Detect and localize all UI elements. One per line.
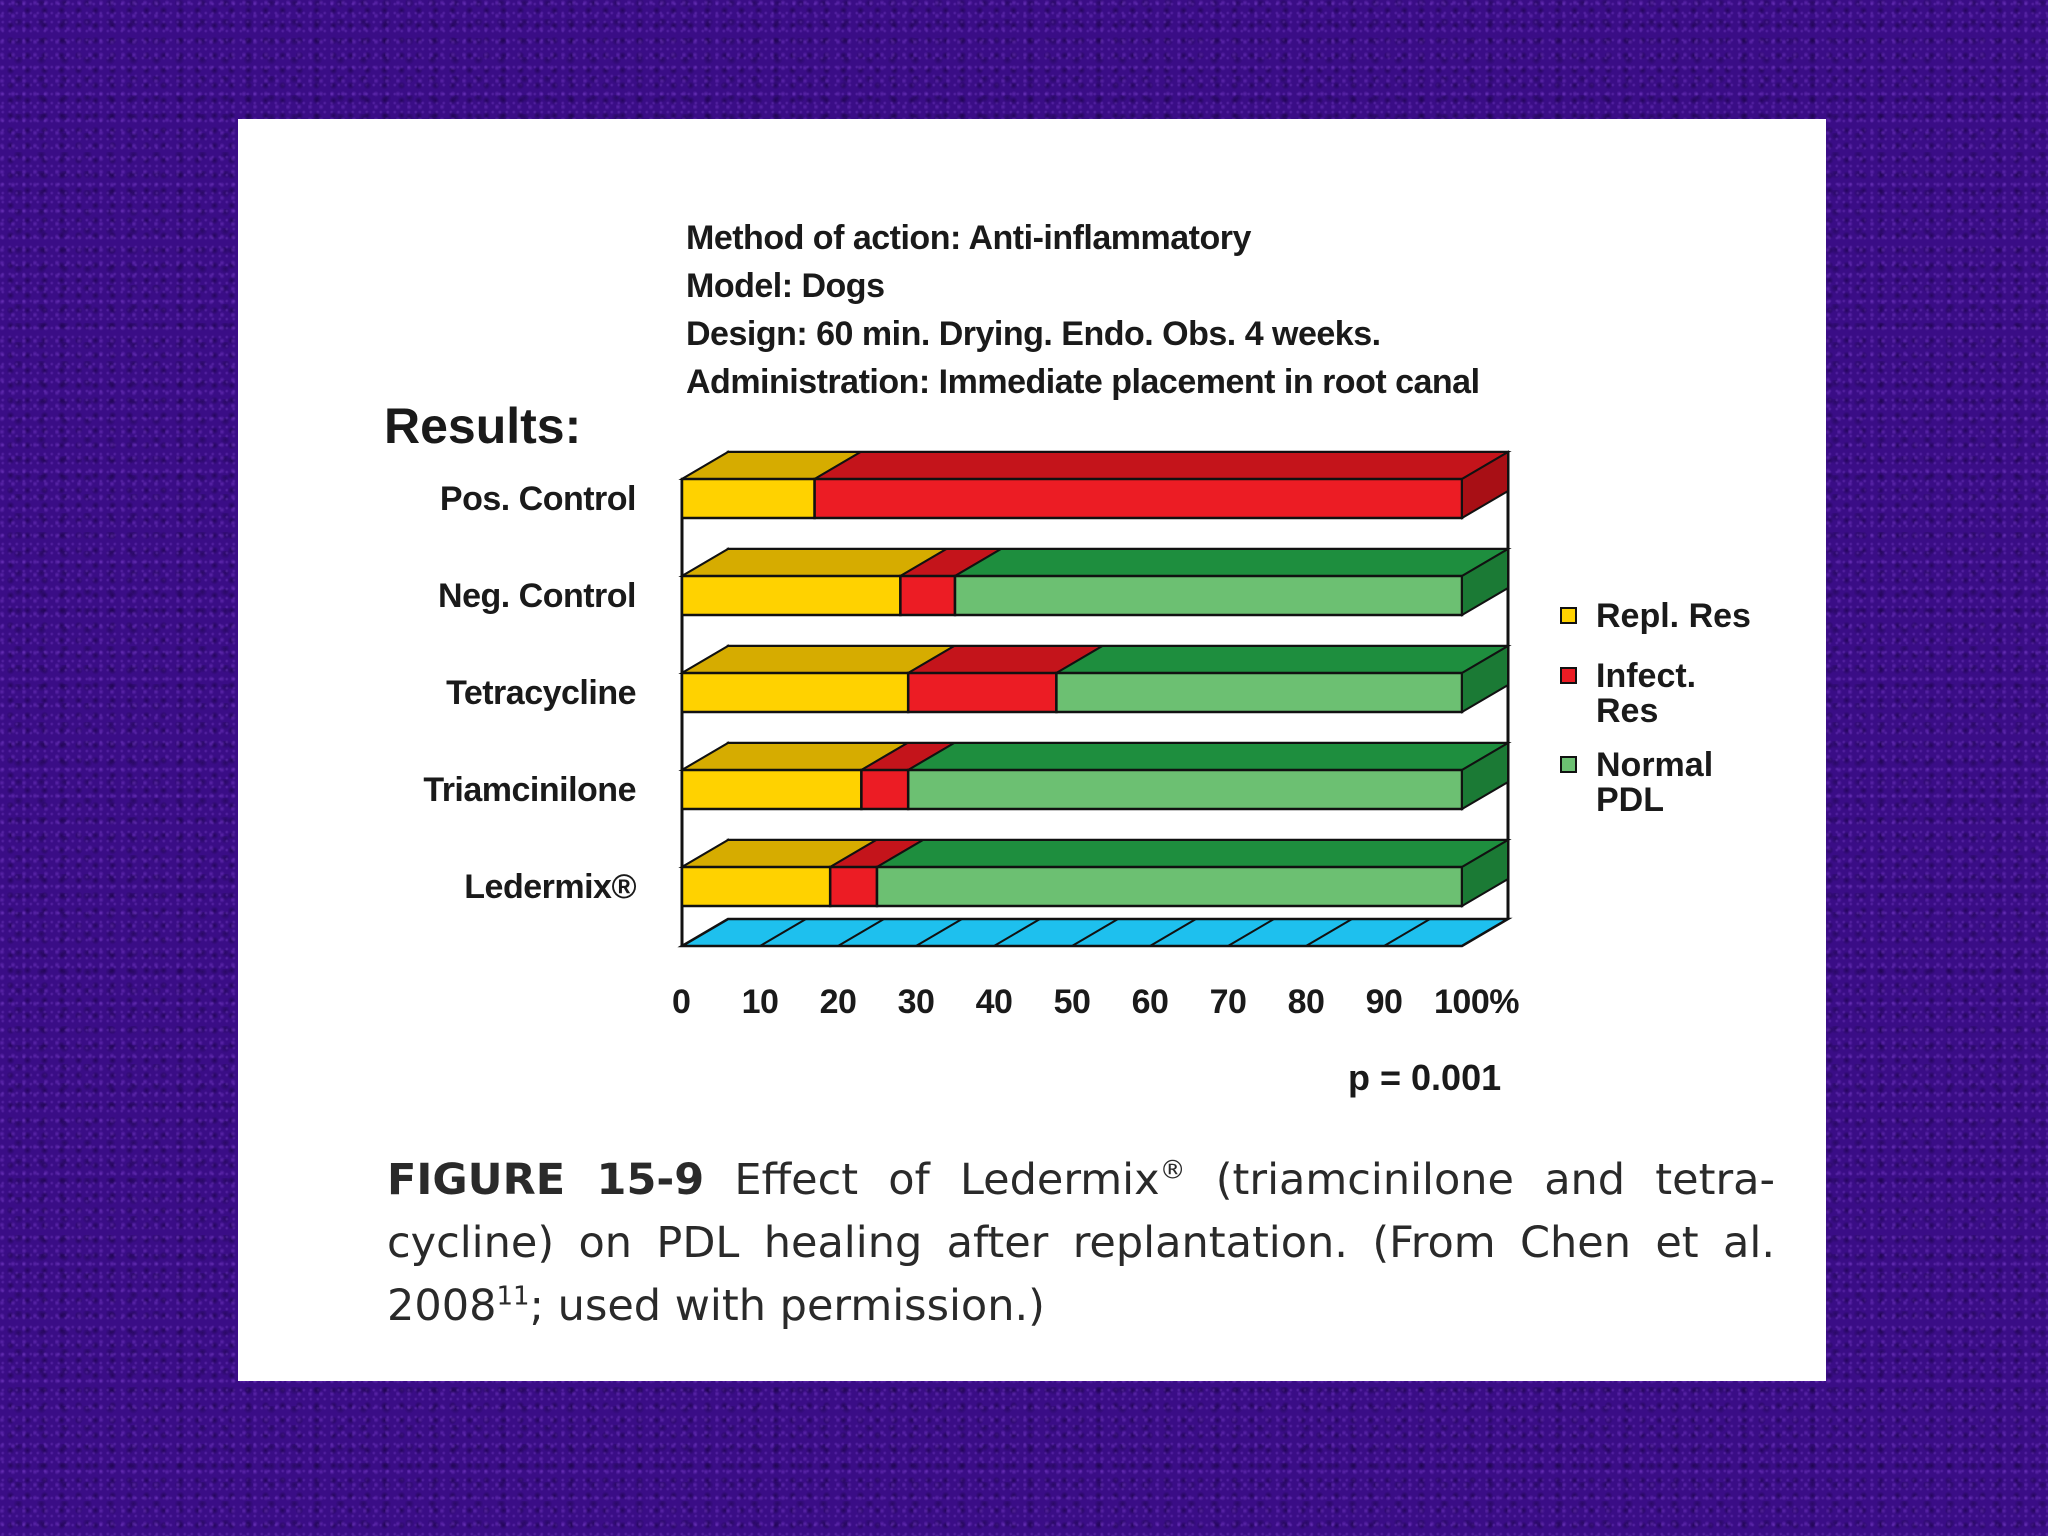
legend-swatch-infect-res [1560,667,1577,684]
bar-ledermix-normal-pdl-side [1461,838,1509,908]
category-label-neg-control: Neg. Control [438,577,636,615]
bar-triamcinilone-normal-pdl [906,768,1464,811]
category-label-triamcinilone: Triamcinilone [423,771,636,809]
floor-divider-8 [1305,918,1353,947]
bar-pos-control-infect-res [813,477,1464,520]
legend-label-infect-res: Infect. Res [1596,657,1697,730]
bar-neg-control-infect-res [899,574,957,617]
bar-neg-control-normal-pdl-top [951,548,1512,577]
administration-line: Administration: Immediate placement in r… [686,363,1480,401]
x-tick-label-50: 50 [1054,983,1091,1019]
floor-divider-7 [1227,918,1275,947]
figure-caption: FIGURE 15-9 Effect of Ledermix® (triamci… [387,1149,1775,1338]
registered-mark: ® [1159,1155,1186,1186]
x-tick-label-20: 20 [820,983,857,1019]
floor-divider-3 [915,918,963,947]
bar-pos-control-repl-res [680,477,816,520]
floor-divider-4 [993,918,1041,947]
bar-triamcinilone-normal-pdl-side [1461,741,1509,811]
legend-swatch-repl-res [1560,607,1577,624]
x-tick-label-60: 60 [1132,983,1169,1019]
x-tick-label-80: 80 [1288,983,1325,1019]
method-of-action: Method of action: Anti-inflammatory [686,219,1251,257]
x-tick-label-30: 30 [898,983,935,1019]
x-tick-label-40: 40 [976,983,1013,1019]
bar-neg-control-normal-pdl [953,574,1464,617]
bar-triamcinilone-normal-pdl-top [904,742,1512,771]
bar-ledermix-repl-res [680,865,832,908]
category-label-tetracycline: Tetracycline [446,674,636,712]
bar-neg-control-normal-pdl-side [1461,547,1509,617]
bar-tetracycline-infect-res [906,671,1058,714]
x-tick-label-100: 100% [1434,983,1519,1019]
bar-pos-control-infect-res-top [810,451,1512,480]
floor-divider-9 [1383,918,1431,947]
bar-neg-control-repl-res [680,574,902,617]
x-tick-label-90: 90 [1366,983,1403,1019]
bar-pos-control-infect-res-side [1461,450,1509,520]
category-label-ledermix: Ledermix® [464,868,636,906]
caption-text-1: Effect of Ledermix [704,1155,1160,1205]
p-value: p = 0.001 [1348,1057,1502,1098]
floor-divider-5 [1071,918,1119,947]
legend-label-repl-res: Repl. Res [1596,597,1751,635]
legend-label-normal-pdl: Normal PDL [1596,746,1714,819]
stacked-bar-chart: Pos. Control Neg. Control Tetracycline Tria… [423,450,1520,1019]
x-tick-label-10: 10 [742,983,779,1019]
x-tick-label-0: 0 [672,983,690,1019]
bar-triamcinilone-infect-res [860,768,910,811]
floor-divider-1 [759,918,807,947]
caption-text-2: (triamcinilone and tetra-cycline) on PDL… [387,1155,1776,1331]
bar-tetracycline-normal-pdl-side [1461,644,1509,714]
design-line: Design: 60 min. Drying. Endo. Obs. 4 wee… [686,315,1381,353]
x-tick-label-70: 70 [1210,983,1247,1019]
bar-tetracycline-normal-pdl-top [1052,645,1512,674]
bar-ledermix-infect-res [828,865,879,908]
bar-ledermix-normal-pdl [875,865,1464,908]
figure-panel: Method of action: Anti-inflammatory Mode… [238,119,1826,1381]
legend-swatch-normal-pdl [1560,756,1577,773]
category-label-pos-control: Pos. Control [440,480,636,518]
figure-number: FIGURE 15-9 [387,1155,705,1205]
bar-tetracycline-repl-res [680,671,910,714]
reference-number: 11 [496,1281,530,1312]
bar-triamcinilone-repl-res [680,768,863,811]
floor-divider-2 [837,918,885,947]
results-title: Results: [384,398,582,454]
bar-ledermix-normal-pdl-top [873,839,1512,868]
model-line: Model: Dogs [686,267,885,305]
floor-divider-6 [1149,918,1197,947]
bar-tetracycline-normal-pdl [1055,671,1464,714]
caption-text-3: ; used with permission.) [529,1281,1045,1331]
